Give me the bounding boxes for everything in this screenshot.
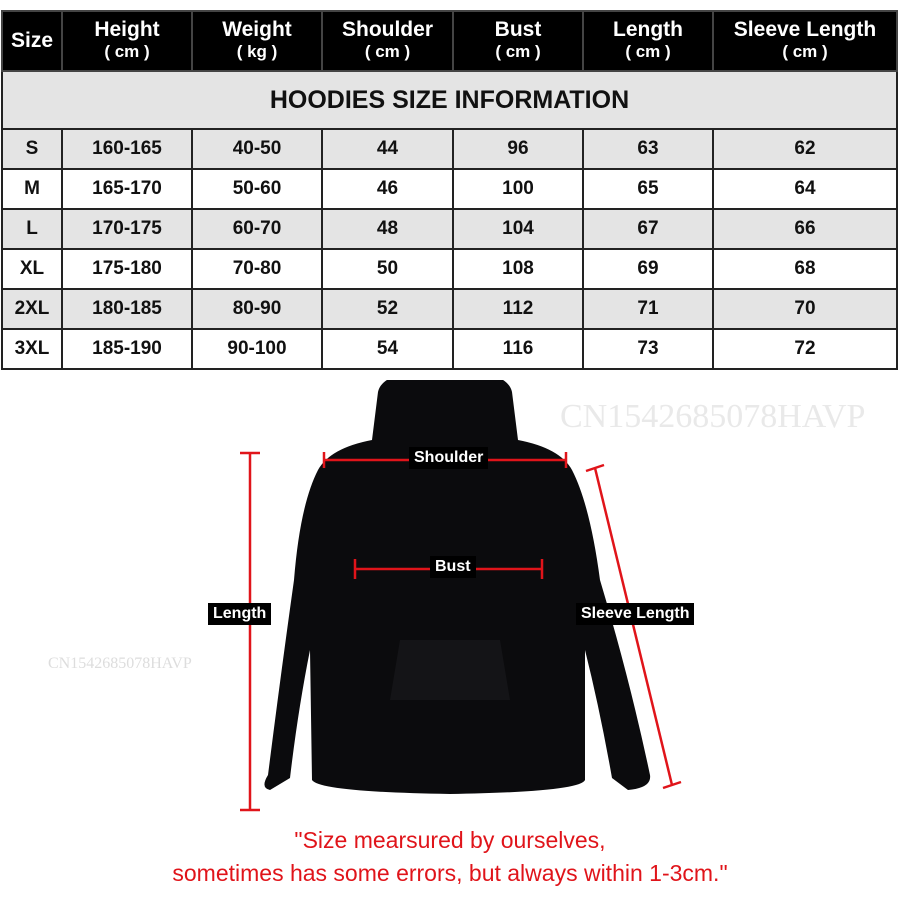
column-label: Shoulder [341,18,433,41]
table-cell: 48 [321,208,454,250]
table-cell: 80-90 [191,288,323,330]
table-cell: 116 [452,328,584,370]
column-unit: ( cm ) [625,42,671,61]
table-cell: 69 [582,248,714,290]
column-header: Weight( kg ) [191,10,323,72]
table-cell: 60-70 [191,208,323,250]
table-cell: 2XL [1,288,63,330]
table-cell: 64 [712,168,898,210]
disclaimer-line-2: sometimes has some errors, but always wi… [172,860,728,886]
column-header: Shoulder( cm ) [321,10,454,72]
size-table: HOODIES SIZE INFORMATION Size Height( cm … [1,10,898,370]
shoulder-label: Shoulder [409,447,489,469]
column-header: Size [1,10,63,72]
table-row: L 170-175 60-70 48 104 67 66 [1,208,898,250]
table-cell: 40-50 [191,128,323,170]
table-row: S 160-165 40-50 44 96 63 62 [1,128,898,170]
table-cell: 96 [452,128,584,170]
column-label: Sleeve Length [733,18,877,41]
column-header: Bust( cm ) [452,10,584,72]
table-cell: XL [1,248,63,290]
column-header: Height( cm ) [61,10,193,72]
column-label: Size [10,29,54,52]
table-cell: 180-185 [61,288,193,330]
table-row: M 165-170 50-60 46 100 65 64 [1,168,898,210]
table-cell: 54 [321,328,454,370]
table-cell: 50 [321,248,454,290]
table-cell: 66 [712,208,898,250]
column-label: Height [94,18,160,41]
table-row: 3XL 185-190 90-100 54 116 73 72 [1,328,898,370]
table-cell: 67 [582,208,714,250]
table-cell: 160-165 [61,128,193,170]
column-label: Length [613,18,683,41]
table-cell: 165-170 [61,168,193,210]
table-cell: 63 [582,128,714,170]
table-cell: 3XL [1,328,63,370]
hoodie-image [264,380,651,794]
disclaimer-line-1: "Size mearsured by ourselves, [294,827,606,853]
table-cell: 65 [582,168,714,210]
column-unit: ( cm ) [104,42,150,61]
column-unit: ( kg ) [236,42,278,61]
column-header: Sleeve Length( cm ) [712,10,898,72]
table-cell: 68 [712,248,898,290]
column-label: Bust [494,18,542,41]
table-cell: 62 [712,128,898,170]
table-cell: 72 [712,328,898,370]
table-cell: M [1,168,63,210]
watermark: CN1542685078HAVP [560,398,866,435]
sleeve-measure-line [593,467,674,786]
hoodie-diagram [240,380,682,812]
column-unit: ( cm ) [782,42,828,61]
table-row: 2XL 180-185 80-90 52 112 71 70 [1,288,898,330]
table-cell: 52 [321,288,454,330]
table-cell: 104 [452,208,584,250]
table-cell: L [1,208,63,250]
table-cell: 73 [582,328,714,370]
length-label: Length [208,603,272,625]
table-cell: 100 [452,168,584,210]
table-title: HOODIES SIZE INFORMATION [1,70,898,130]
table-cell: 50-60 [191,168,323,210]
table-cell: 70 [712,288,898,330]
column-unit: ( cm ) [495,42,541,61]
sleeve-length-label: Sleeve Length [576,603,695,625]
table-cell: 70-80 [191,248,323,290]
table-cell: 175-180 [61,248,193,290]
table-cell: 185-190 [61,328,193,370]
table-cell: 90-100 [191,328,323,370]
table-cell: S [1,128,63,170]
column-label: Weight [222,18,292,41]
table-cell: 44 [321,128,454,170]
watermark: CN1542685078HAVP [48,655,192,672]
table-cell: 46 [321,168,454,210]
table-row: XL 175-180 70-80 50 108 69 68 [1,248,898,290]
table-cell: 112 [452,288,584,330]
column-unit: ( cm ) [364,42,411,61]
table-cell: 71 [582,288,714,330]
column-header: Length( cm ) [582,10,714,72]
table-cell: 170-175 [61,208,193,250]
bust-label: Bust [430,556,476,578]
table-cell: 108 [452,248,584,290]
